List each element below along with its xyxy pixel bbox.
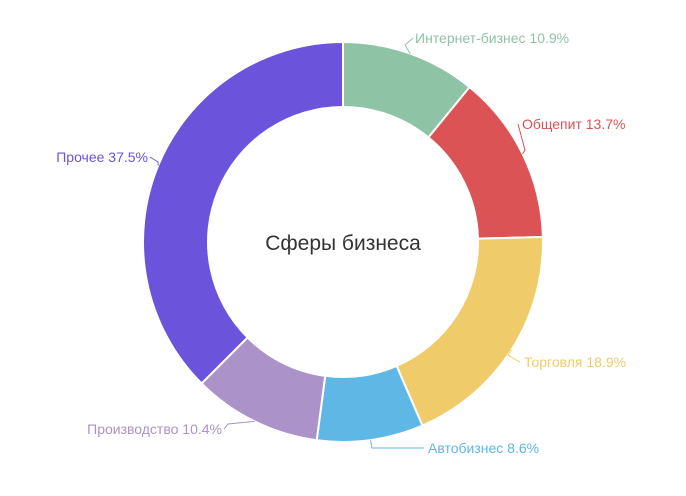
data-label-Торговля: Торговля 18.9% [524, 354, 626, 370]
slice-Торговля[interactable] [395, 235, 544, 427]
leader-lines-group [149, 37, 526, 449]
leader-line-Общепит [517, 123, 526, 155]
chart-title: Сферы бизнеса [265, 232, 421, 255]
slices-group [142, 40, 544, 443]
data-label-Автобизнес: Автобизнес 8.6% [428, 440, 539, 456]
leader-line-Торговля [507, 349, 521, 363]
data-label-Общепит: Общепит 13.7% [522, 116, 625, 132]
leader-line-Автобизнес [370, 440, 424, 449]
data-label-Интернет-бизнес: Интернет-бизнес 10.9% [415, 30, 569, 46]
labels-group: Интернет-бизнес 10.9% Общепит 13.7% Торгов… [56, 30, 626, 456]
leader-line-Производство [223, 420, 255, 430]
slice-Прочее[interactable] [142, 40, 344, 385]
leader-line-Интернет-бизнес [404, 37, 414, 54]
data-label-Прочее: Прочее 37.5% [56, 149, 148, 165]
data-label-Производство: Производство 10.4% [87, 421, 222, 437]
leader-line-Прочее [149, 156, 159, 166]
